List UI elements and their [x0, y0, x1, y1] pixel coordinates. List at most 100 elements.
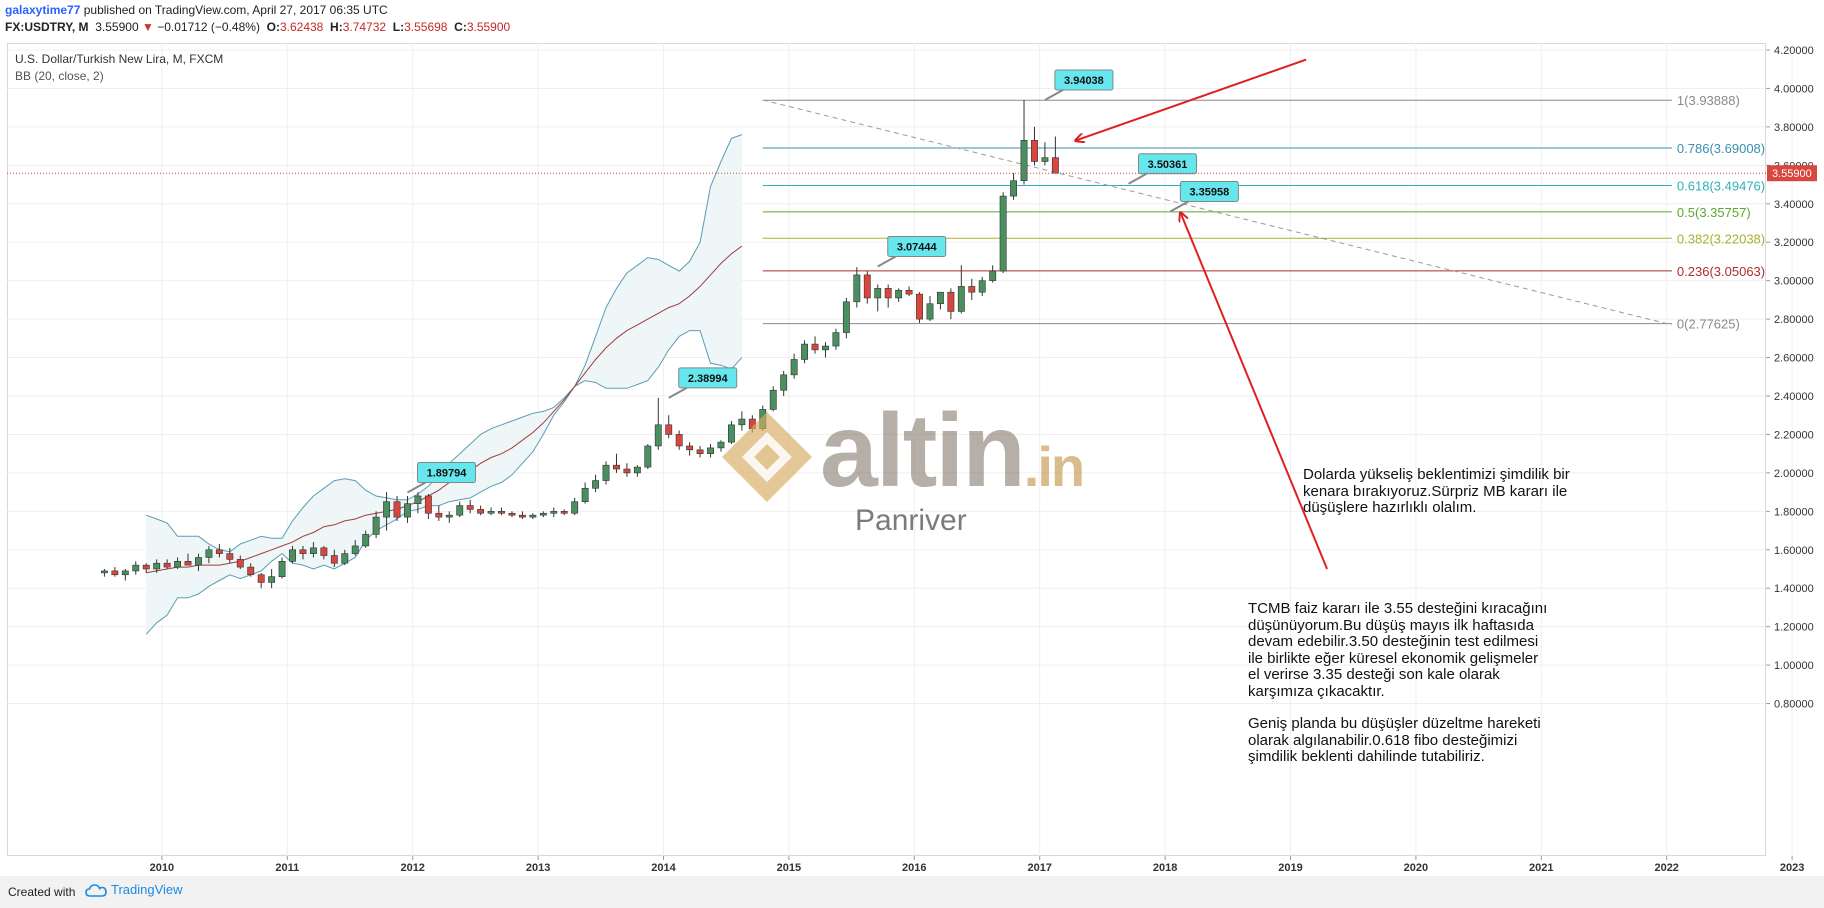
note-line: Geniş planda bu düşüşler düzeltme hareke… [1248, 715, 1541, 732]
published-text: published on TradingView.com, April 27, … [83, 3, 388, 17]
last-price-tag [1767, 165, 1817, 182]
candle-body [236, 559, 244, 568]
candle-body [383, 501, 391, 518]
candle-body [372, 516, 380, 535]
candle-body [414, 495, 422, 504]
callout-pointer [1044, 89, 1064, 101]
callout-pointer [1128, 172, 1148, 185]
username[interactable]: galaxytime77 [5, 3, 81, 17]
x-tick-label: 2021 [1529, 862, 1553, 874]
symbol-header: FX:USDTRY, M 3.55900 ▼ −0.01712 (−0.48%)… [5, 20, 510, 34]
y-tick-label: 4.20000 [1774, 45, 1814, 57]
candle-body [884, 288, 892, 299]
comment-note-1: Dolarda yükseliş beklentimizi şimdilik b… [1303, 466, 1643, 517]
watermark-brand: altin.in [820, 392, 1085, 511]
x-tick-label: 2011 [275, 862, 299, 874]
candle-body [863, 274, 871, 299]
fib-label-0.382: 0.382(3.22038) [1677, 231, 1765, 246]
open-value: 3.62438 [279, 20, 324, 34]
comment-note-2: TCMB faiz kararı ile 3.55 desteğini kıra… [1248, 600, 1608, 766]
y-tick-label: 3.80000 [1774, 122, 1814, 134]
candle-body [539, 512, 547, 516]
candle-body [320, 547, 328, 556]
candle-body [1041, 157, 1049, 162]
candle-body [424, 495, 432, 514]
candle-body [529, 514, 537, 518]
candle-body [822, 345, 829, 351]
chart-area[interactable] [7, 43, 1766, 856]
candle-body [780, 374, 788, 391]
candle-body [905, 289, 913, 295]
y-tick-label: 1.60000 [1774, 545, 1814, 557]
candle-body [153, 562, 161, 570]
candle-body [947, 291, 955, 312]
chart-legend-title: U.S. Dollar/Turkish New Lira, M, FXCM [15, 52, 224, 66]
candle-body [602, 464, 610, 481]
y-tick-label: 2.00000 [1774, 468, 1814, 480]
fib-label-0.5: 0.5(3.35757) [1677, 205, 1751, 220]
note-line: el verirse 3.35 desteği son kale olarak [1248, 666, 1500, 683]
tradingview-link[interactable]: TradingView [85, 882, 183, 897]
callout-pointer [668, 387, 688, 399]
candle-body [111, 570, 119, 576]
candle-body [477, 509, 485, 514]
symbol-name: FX:USDTRY, M [5, 20, 89, 34]
x-tick-label: 2010 [150, 862, 174, 874]
candle-body [801, 343, 809, 360]
candle-body [842, 301, 850, 333]
annotation-arrow [1076, 58, 1307, 141]
candle-body [978, 280, 986, 293]
y-tick-label: 3.20000 [1774, 237, 1814, 249]
annotation-arrow [1181, 213, 1328, 570]
candle-body [518, 514, 526, 518]
low-label: L: [392, 20, 405, 34]
candle-body [989, 270, 997, 281]
bollinger-fill [146, 134, 742, 635]
candle-body [445, 514, 453, 518]
callout-pointer [877, 255, 897, 268]
candle-body [362, 534, 370, 547]
x-tick-label: 2013 [526, 862, 550, 874]
callout-label: 3.07444 [897, 241, 938, 253]
candle-body [1051, 157, 1059, 174]
fib-label-0: 0(2.77625) [1677, 317, 1740, 332]
x-tick-label: 2019 [1278, 862, 1302, 874]
candle-body [456, 505, 464, 516]
candle-body [738, 418, 746, 426]
note-line: ile birlikte eğer küresel ekonomik geliş… [1248, 649, 1539, 667]
candle-body [1010, 180, 1018, 197]
x-tick-label: 2023 [1780, 862, 1804, 874]
candle-body [508, 512, 516, 516]
created-with-text: Created with [8, 885, 76, 899]
candle-body [195, 557, 202, 566]
candle-body [592, 480, 600, 489]
callout-box [1054, 69, 1114, 91]
bollinger-basis-line [146, 245, 743, 574]
low-value: 3.55698 [404, 20, 448, 34]
x-tick-label: 2018 [1153, 862, 1177, 874]
note-line: Dolarda yükseliş beklentimizi şimdilik b… [1303, 466, 1570, 483]
candle-body [853, 274, 861, 303]
candle-body [247, 566, 255, 576]
candle-body [895, 289, 903, 299]
candle-body [1020, 140, 1028, 182]
callout-box [678, 367, 738, 389]
candle-body [100, 570, 108, 574]
close-value: 3.55900 [466, 20, 511, 34]
note-gap [1248, 700, 1608, 716]
candle-body [466, 505, 474, 510]
candle-body [393, 501, 401, 518]
candle-body [289, 549, 296, 562]
candle-body [163, 562, 171, 568]
chart-svg[interactable]: 1(3.93888) 0.786(3.69008) 0.618(3.49476) 0.… [0, 0, 1824, 876]
tradingview-brand: TradingView [111, 882, 183, 897]
callout-box [887, 235, 947, 257]
candle-body [581, 487, 589, 503]
y-tick-label: 1.20000 [1774, 622, 1814, 634]
footer-bar: Created with TradingView [0, 876, 1824, 908]
indicator-legend: BB (20, close, 2) [15, 69, 104, 83]
y-tick-label: 1.80000 [1774, 506, 1814, 518]
candle-body [707, 447, 714, 454]
watermark-brand-text: altin [820, 393, 1026, 509]
candle-body [571, 501, 579, 514]
